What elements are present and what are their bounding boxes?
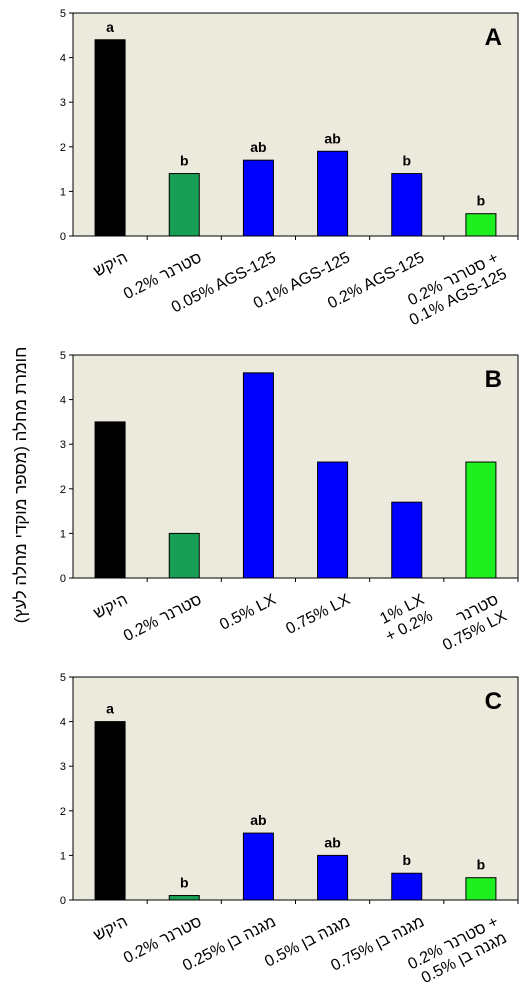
plot-area <box>72 12 519 237</box>
bar <box>242 372 274 579</box>
significance-letter: a <box>106 701 114 717</box>
bar <box>168 532 200 579</box>
bar <box>465 877 497 901</box>
x-tick-label: היקש <box>91 591 130 622</box>
significance-letter: ab <box>250 139 266 155</box>
bar <box>168 173 200 237</box>
y-tick-label: 0 <box>60 895 66 907</box>
x-tick-label-line: 0.2% סטרנר <box>121 591 205 645</box>
x-tick-label: 0.2% סטרנר <box>121 591 205 645</box>
bar <box>465 213 497 237</box>
x-tick-label: 0.5% LX <box>217 591 279 634</box>
x-tick-label: 0.75% LX <box>283 591 353 638</box>
bar <box>317 150 349 237</box>
significance-letter: ab <box>324 130 340 146</box>
bar <box>317 854 349 901</box>
significance-letter: a <box>106 19 114 35</box>
y-tick-label: 0 <box>60 573 66 585</box>
bar <box>242 832 274 901</box>
bar <box>317 461 349 579</box>
y-tick-label: 4 <box>60 717 66 729</box>
bar <box>242 159 274 237</box>
y-tick-label: 5 <box>60 8 66 20</box>
y-tick-label: 4 <box>60 53 66 65</box>
significance-letter: b <box>402 153 411 169</box>
y-tick-label: 1 <box>60 850 66 862</box>
y-tick-label: 0 <box>60 231 66 243</box>
significance-letter: ab <box>324 834 340 850</box>
bar <box>168 895 200 901</box>
panel-label: B <box>485 366 502 393</box>
x-tick-label-line: היקש <box>91 913 130 944</box>
y-tick-label: 1 <box>60 528 66 540</box>
x-tick-label-line: 0.5% LX <box>217 591 279 634</box>
bar <box>94 721 126 901</box>
significance-letter: b <box>477 857 486 873</box>
x-tick-label: היקש <box>91 249 130 280</box>
y-tick-label: 5 <box>60 672 66 684</box>
x-tick-label: היקש <box>91 913 130 944</box>
significance-letter: b <box>180 875 189 891</box>
panel-label: C <box>485 688 502 715</box>
significance-letter: b <box>180 153 189 169</box>
y-axis-label-container: חומרת מחלה (מספר מוקדי מחלה לעץ) <box>6 320 36 650</box>
bar <box>94 39 126 237</box>
y-tick-label: 3 <box>60 439 66 451</box>
plot-area <box>72 354 519 579</box>
y-tick-label: 1 <box>60 186 66 198</box>
x-tick-label-line: היקש <box>91 249 130 280</box>
y-tick-label: 2 <box>60 484 66 496</box>
x-tick-label-line: היקש <box>91 591 130 622</box>
significance-letter: ab <box>250 812 266 828</box>
x-tick-label-line: 0.75% LX <box>283 591 353 638</box>
x-tick-label: סטרנר0.75% LX <box>432 591 510 654</box>
y-tick-label: 5 <box>60 350 66 362</box>
y-tick-label: 2 <box>60 142 66 154</box>
y-tick-label: 3 <box>60 97 66 109</box>
bar <box>465 461 497 579</box>
bar <box>391 173 423 237</box>
y-tick-label: 4 <box>60 395 66 407</box>
bar <box>391 501 423 579</box>
x-tick-label: 1% LX+ 0.2% <box>375 591 436 646</box>
significance-letter: b <box>402 852 411 868</box>
panel-label: A <box>485 24 502 51</box>
significance-letter: b <box>477 193 486 209</box>
plot-area <box>72 676 519 901</box>
y-tick-label: 2 <box>60 806 66 818</box>
y-tick-label: 3 <box>60 761 66 773</box>
bar <box>391 872 423 901</box>
bar <box>94 421 126 579</box>
y-axis-label: חומרת מחלה (מספר מוקדי מחלה לעץ) <box>11 346 30 624</box>
